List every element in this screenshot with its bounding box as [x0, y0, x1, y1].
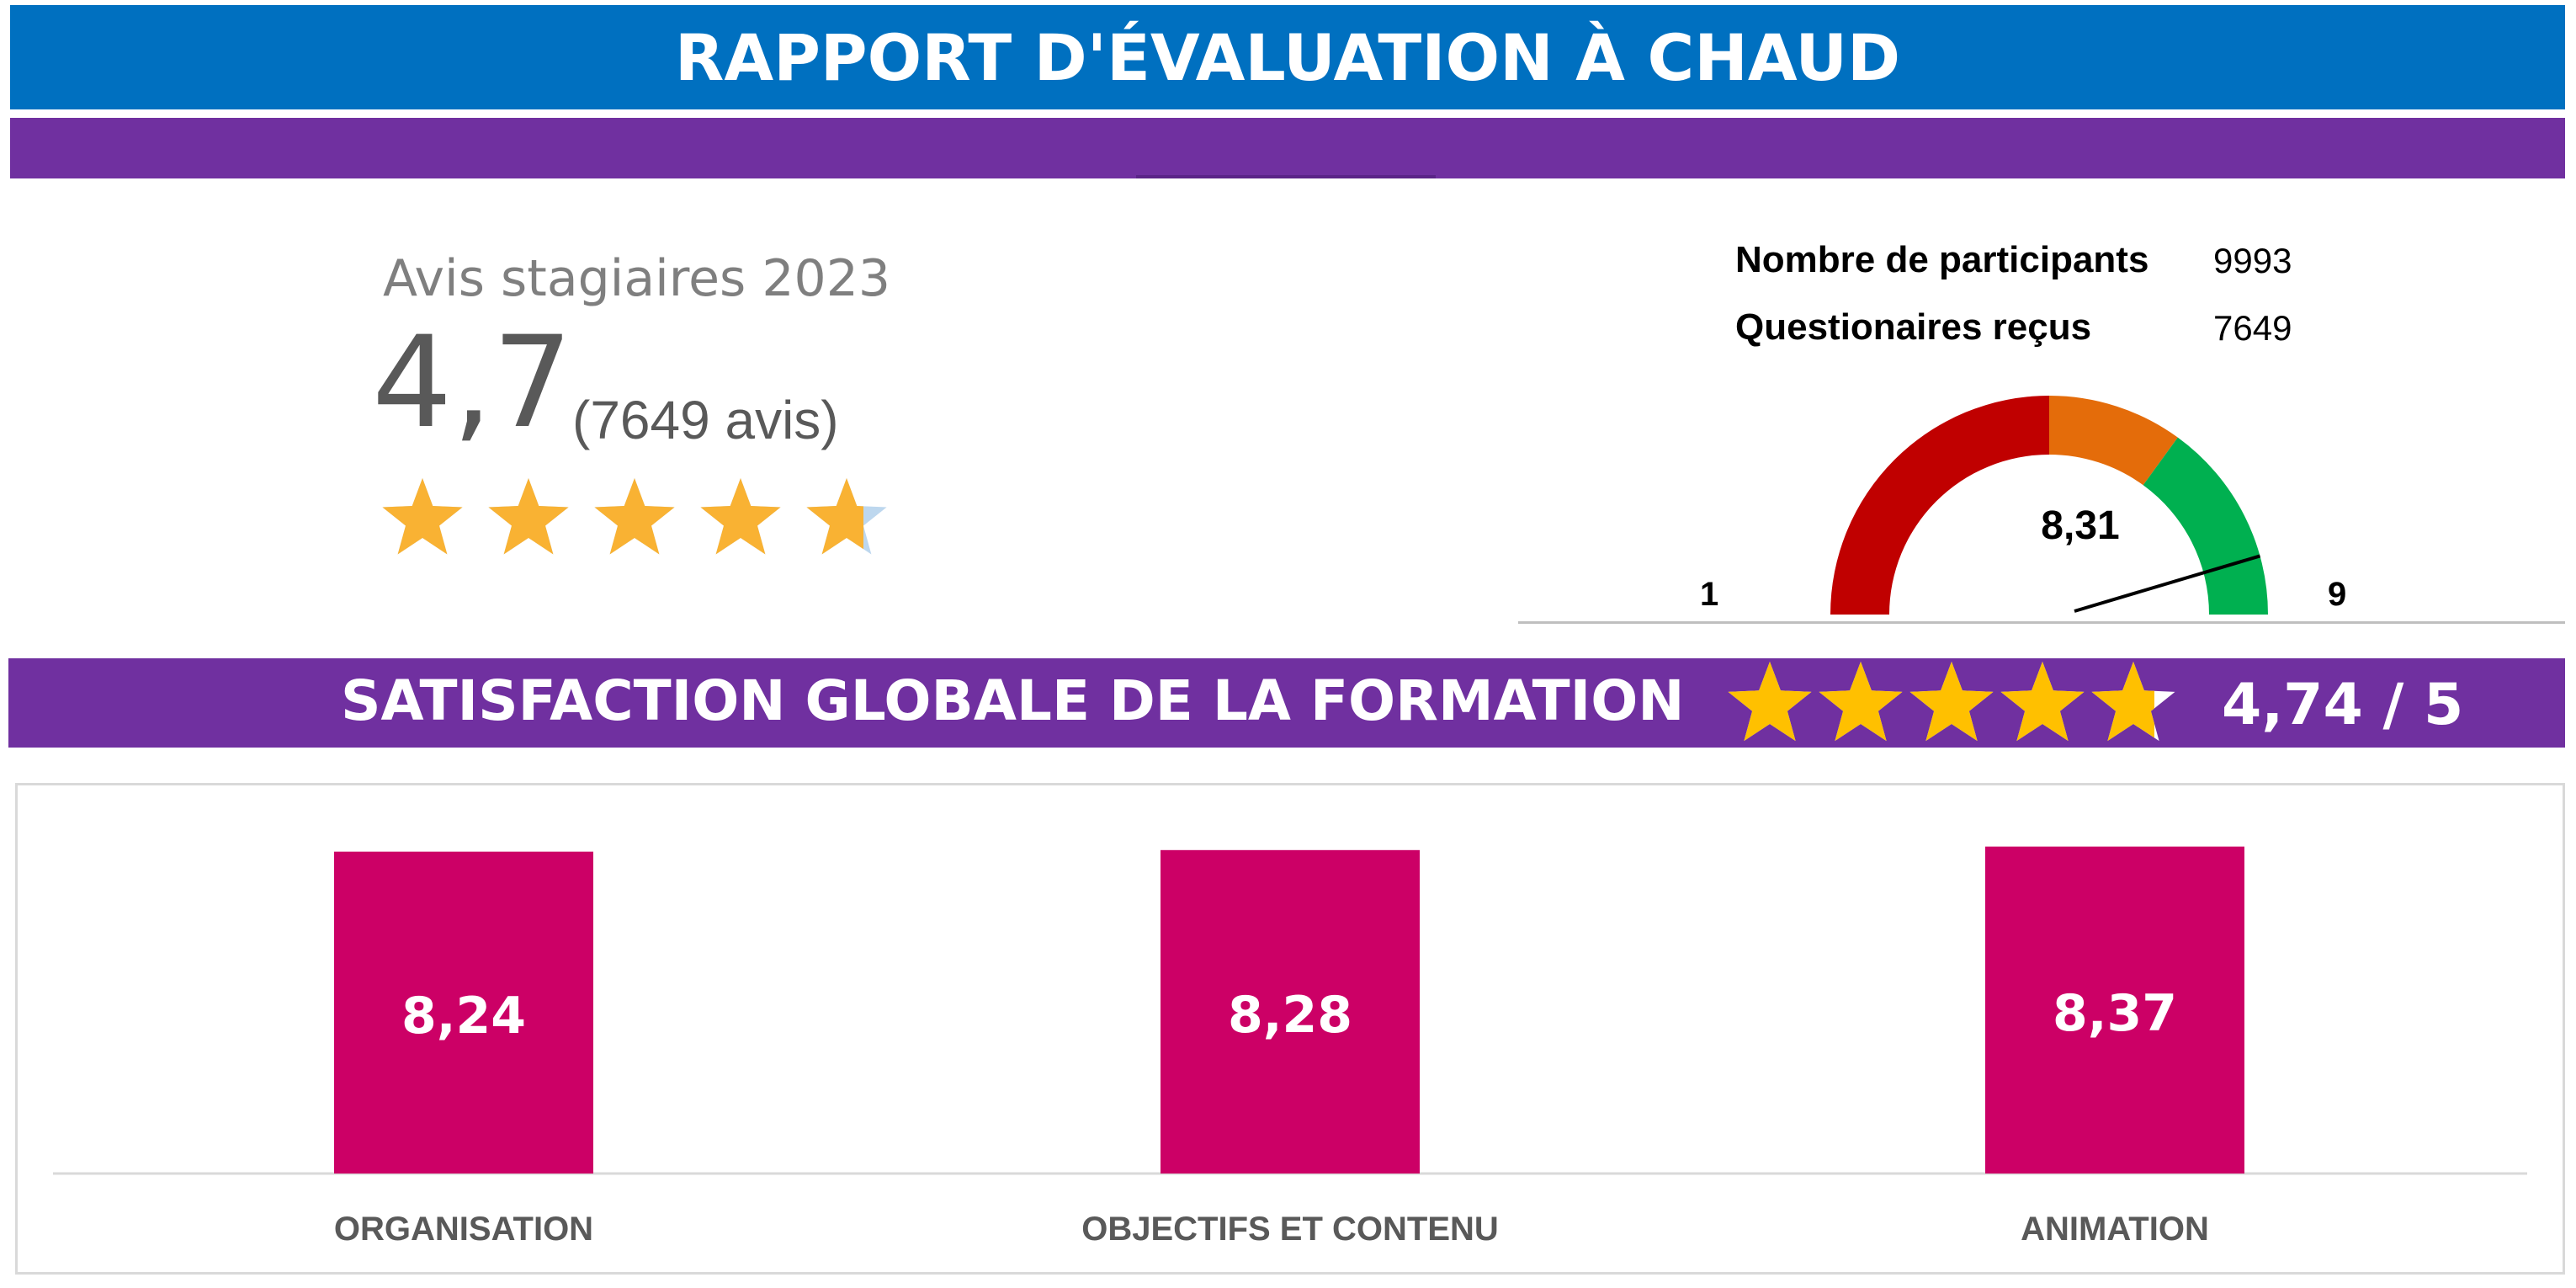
report-title-bar: RAPPORT D'ÉVALUATION À CHAUD: [10, 5, 2565, 109]
star-icon: [382, 478, 463, 555]
gauge-max-label: 9: [2328, 576, 2347, 613]
star-icon: [2091, 662, 2154, 742]
category-tick-label: ANIMATION: [2021, 1211, 2209, 1248]
category-tick-label: ORGANISATION: [334, 1211, 593, 1248]
bar-value-label: 8,24: [401, 987, 526, 1046]
star-icon: [594, 478, 675, 555]
header-divider-strip: [10, 118, 2565, 178]
gauge-segment-2: [2143, 437, 2268, 615]
reviews-heading: Avis stagiaires 2023: [383, 249, 891, 308]
gauge-segment-0: [1830, 396, 2049, 615]
reviews-score: 4,7: [372, 310, 573, 456]
satisfaction-title: SATISFACTION GLOBALE DE LA FORMATION: [341, 668, 1685, 733]
bar-value-label: 8,28: [1228, 986, 1352, 1045]
star-icon: [1819, 662, 1903, 742]
gauge-segment-1: [2049, 396, 2178, 486]
participants-label: Nombre de participants: [1735, 239, 2149, 280]
star-icon: [2000, 662, 2085, 742]
satisfaction-gauge: 8,31: [1830, 396, 2268, 615]
gauge-min-label: 1: [1700, 576, 1719, 613]
satisfaction-score: 4,74 / 5: [2222, 672, 2464, 738]
questionnaires-value: 7649: [2213, 308, 2292, 348]
questionnaires-label: Questionaires reçus: [1735, 306, 2092, 348]
criteria-chart-frame: [15, 783, 2565, 1275]
criteria-bar-chart: 8,24 ORGANISATION 8,28 OBJECTIFS ET CONTENU…: [53, 846, 2527, 1248]
bar-value-label: 8,37: [2053, 984, 2177, 1043]
satisfaction-star-rating: [1728, 662, 2175, 742]
star-icon: [700, 478, 781, 555]
star-icon: [1909, 662, 1994, 742]
bar-organisation: [334, 851, 593, 1174]
star-icon: [806, 478, 863, 555]
gauge-value-label: 8,31: [2041, 503, 2119, 548]
reviews-count: (7649 avis): [572, 390, 839, 450]
category-tick-label: OBJECTIFS ET CONTENU: [1081, 1211, 1499, 1248]
star-icon: [1728, 662, 1812, 742]
gauge-needle: [2074, 554, 2261, 613]
bar-animation: [1985, 846, 2244, 1174]
reviews-star-rating: [382, 478, 887, 555]
participants-value: 9993: [2213, 241, 2292, 280]
report-title: RAPPORT D'ÉVALUATION À CHAUD: [674, 19, 1901, 95]
bar-objectifs-et-contenu: [1161, 849, 1420, 1174]
star-icon: [488, 478, 569, 555]
header-divider-notch: [1136, 175, 1436, 178]
gauge-baseline: [1518, 621, 2565, 624]
